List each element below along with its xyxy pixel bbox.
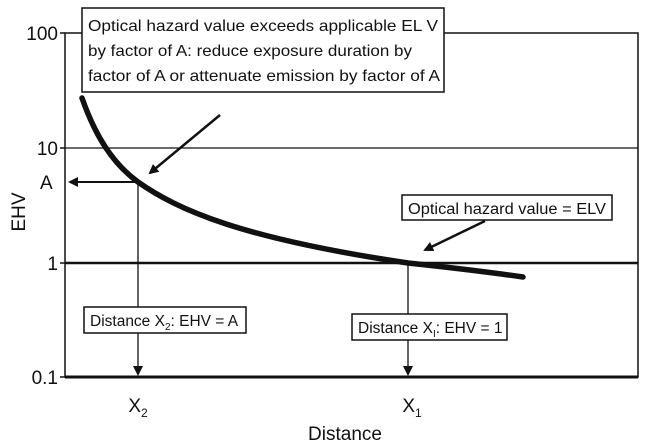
label-x2-sub: 2: [165, 322, 171, 333]
label-x1-sub: I: [433, 329, 436, 340]
x-tick-x2-base: X: [128, 396, 141, 417]
x-tick-x1: X1: [402, 396, 422, 420]
callout-elv-arrow: [423, 219, 486, 252]
x-tick-x2: X2: [128, 396, 148, 420]
y-tick-1: 1: [47, 254, 58, 275]
label-x1-text: Distance XI: EHV = 1: [358, 320, 503, 340]
x-axis-label: Distance: [308, 424, 382, 445]
x-tick-x2-sub: 2: [141, 406, 148, 420]
y-tick-0.1: 0.1: [32, 368, 58, 389]
callout-exceeds-box: [81, 7, 445, 93]
y-tick-100: 100: [26, 24, 58, 45]
callout-exceeds-arrow: [148, 114, 221, 175]
label-x2-box: [83, 306, 247, 334]
label-x1-box: [351, 313, 508, 341]
x-tick-x1-base: X: [402, 396, 415, 417]
label-x2-post: : EHV = A: [171, 313, 239, 330]
label-x1-pre: Distance X: [358, 320, 434, 337]
callout-elv-box: [401, 194, 613, 221]
a-marker-label: A: [40, 173, 53, 194]
callout-elv-text: Optical hazard value = ELV: [408, 201, 607, 218]
y-tick-10: 10: [37, 139, 58, 160]
callout-exceeds-line3: factor of A or attenuate emission by fac…: [88, 68, 440, 85]
label-x2-text: Distance X2: EHV = A: [90, 313, 239, 333]
callout-exceeds-line2: by factor of A: reduce exposure duration…: [88, 43, 412, 60]
x-tick-x1-sub: 1: [415, 406, 422, 420]
label-x1-post: : EHV = 1: [436, 320, 503, 337]
label-x2-pre: Distance X: [90, 313, 166, 330]
ehv-curve: [79, 95, 526, 280]
y-axis-label: EHV: [9, 192, 30, 231]
callout-exceeds-line1: Optical hazard value exceeds applicable …: [88, 18, 438, 35]
